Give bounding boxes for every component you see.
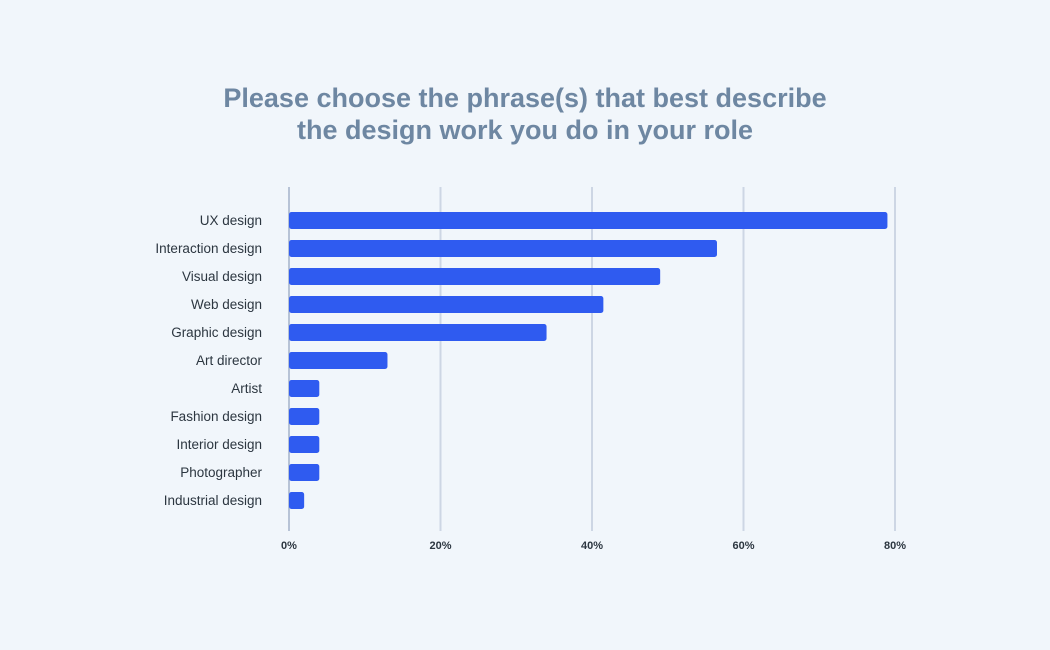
category-label-industrial-design: Industrial design [164,493,262,508]
bar-ux-design [289,212,888,229]
x-tick-label-60: 60% [732,540,754,552]
category-label-photographer: Photographer [180,465,262,480]
bar-interaction-design [289,240,717,257]
bar-web-design [289,296,604,313]
category-label-graphic-design: Graphic design [171,325,262,340]
category-label-artist: Artist [231,381,262,396]
x-tick-label-20: 20% [429,540,451,552]
bar-art-director [289,352,388,369]
category-label-interior-design: Interior design [176,437,262,452]
chart-title: Please choose the phrase(s) that best de… [0,82,1050,146]
chart-title-line-1: Please choose the phrase(s) that best de… [223,83,827,113]
bar-artist [289,380,320,397]
x-tick-label-0: 0% [281,540,297,552]
x-tick-label-40: 40% [581,540,603,552]
category-label-ux-design: UX design [200,213,262,228]
category-label-interaction-design: Interaction design [155,241,262,256]
x-tick-label-80: 80% [884,540,906,552]
category-label-web-design: Web design [191,297,262,312]
category-label-fashion-design: Fashion design [170,409,262,424]
bar-graphic-design [289,324,547,341]
chart-title-line-2: the design work you do in your role [296,115,754,145]
bar-visual-design [289,268,661,285]
category-label-visual-design: Visual design [182,269,262,284]
bar-interior-design [289,436,320,453]
category-label-art-director: Art director [196,353,263,368]
bar-photographer [289,464,320,481]
bar-fashion-design [289,408,320,425]
bar-industrial-design [289,492,305,509]
